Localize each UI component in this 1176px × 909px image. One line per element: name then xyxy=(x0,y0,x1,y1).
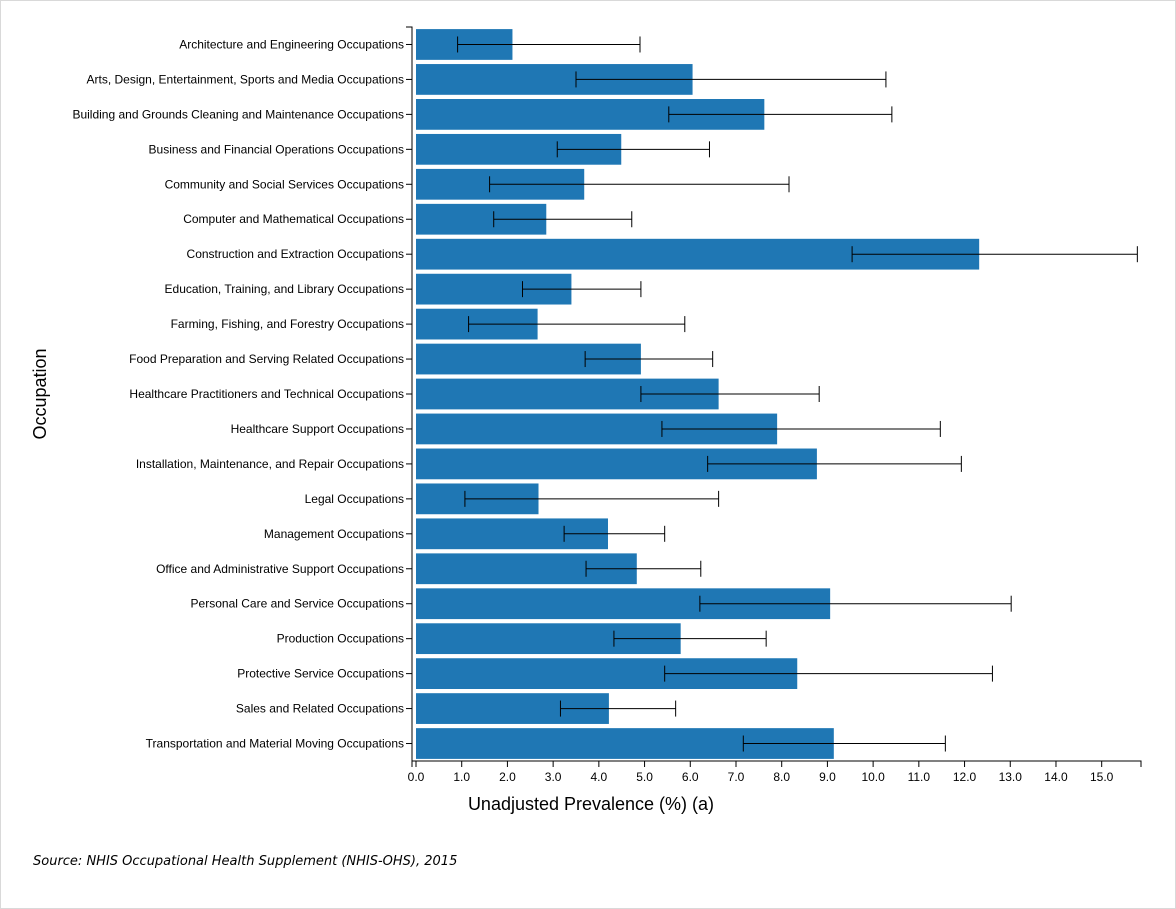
y-tick-label: Business and Financial Operations Occupa… xyxy=(149,142,404,156)
x-tick-label: 6.0 xyxy=(682,770,699,784)
y-tick-label: Legal Occupations xyxy=(305,492,404,506)
y-tick-label: Building and Grounds Cleaning and Mainte… xyxy=(72,107,404,121)
x-tick-label: 4.0 xyxy=(591,770,608,784)
x-tick-label: 10.0 xyxy=(861,770,885,784)
x-tick-label: 5.0 xyxy=(636,770,653,784)
source-note: Source: NHIS Occupational Health Supplem… xyxy=(33,854,458,869)
y-axis-title: Occupation xyxy=(30,348,50,439)
y-tick-label: Protective Service Occupations xyxy=(237,667,404,681)
y-tick-label: Construction and Extraction Occupations xyxy=(187,247,404,261)
y-tick-label: Installation, Maintenance, and Repair Oc… xyxy=(136,457,404,471)
x-tick-label: 8.0 xyxy=(773,770,790,784)
y-tick-label: Arts, Design, Entertainment, Sports and … xyxy=(87,72,405,86)
y-tick-label: Management Occupations xyxy=(264,527,404,541)
x-tick-label: 9.0 xyxy=(819,770,836,784)
x-tick-label: 14.0 xyxy=(1044,770,1068,784)
x-tick-label: 7.0 xyxy=(728,770,745,784)
y-tick-label: Food Preparation and Serving Related Occ… xyxy=(129,352,404,366)
y-tick-label: Personal Care and Service Occupations xyxy=(191,597,404,611)
y-tick-label: Healthcare Support Occupations xyxy=(231,422,404,436)
x-tick-label: 12.0 xyxy=(953,770,977,784)
y-tick-label: Computer and Mathematical Occupations xyxy=(183,212,404,226)
y-tick-label: Transportation and Material Moving Occup… xyxy=(146,737,404,751)
y-tick-label: Community and Social Services Occupation… xyxy=(165,177,404,191)
x-axis: 0.0 1.0 2.0 3.0 4.0 5.0 6.0 7.0 8.0 9.0 10.0 11.0 12… xyxy=(408,760,1142,784)
x-tick-label: 2.0 xyxy=(499,770,516,784)
x-tick-label: 0.0 xyxy=(408,770,425,784)
x-axis-title: Unadjusted Prevalence (%) (a) xyxy=(468,794,714,814)
y-tick-label: Education, Training, and Library Occupat… xyxy=(165,282,404,296)
y-tick-label: Architecture and Engineering Occupations xyxy=(179,37,404,51)
x-axis-line xyxy=(411,760,1142,767)
x-tick-label: 3.0 xyxy=(545,770,562,784)
y-tick-label: Sales and Related Occupations xyxy=(236,702,404,716)
x-tick-label: 1.0 xyxy=(453,770,470,784)
x-tick-label: 13.0 xyxy=(999,770,1023,784)
y-tick-label: Farming, Fishing, and Forestry Occupatio… xyxy=(171,317,404,331)
y-axis-line xyxy=(406,26,413,761)
y-tick-label: Office and Administrative Support Occupa… xyxy=(156,562,404,576)
bars-layer xyxy=(416,29,1138,759)
y-tick-label: Production Occupations xyxy=(277,632,404,646)
y-axis: Architecture and Engineering Occupations… xyxy=(72,26,413,761)
y-tick-label: Healthcare Practitioners and Technical O… xyxy=(129,387,404,401)
x-tick-label: 11.0 xyxy=(908,770,931,784)
x-tick-label: 15.0 xyxy=(1090,770,1114,784)
